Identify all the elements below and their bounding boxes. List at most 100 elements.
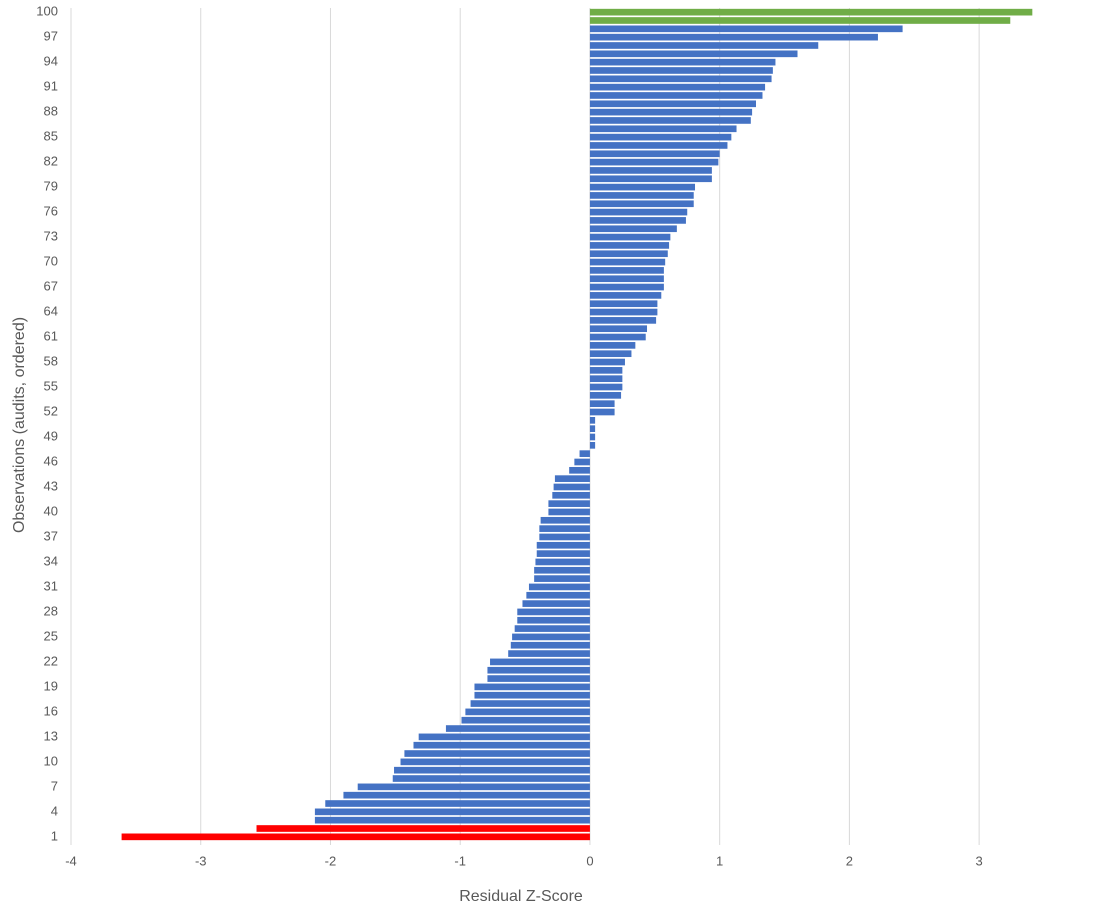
bar xyxy=(589,50,798,58)
bar xyxy=(474,683,590,691)
bar xyxy=(534,575,590,582)
bar xyxy=(589,242,670,249)
y-tick-label: 22 xyxy=(44,653,58,668)
bar xyxy=(554,475,590,482)
bar xyxy=(553,483,590,491)
bar xyxy=(517,616,590,624)
bar xyxy=(490,658,590,666)
bar xyxy=(589,200,694,208)
y-tick-label: 67 xyxy=(44,278,58,293)
y-tick-label: 25 xyxy=(44,628,58,643)
y-tick-label: 49 xyxy=(44,428,58,443)
bar xyxy=(314,808,590,816)
y-tick-label: 58 xyxy=(44,353,58,368)
bar xyxy=(589,108,753,116)
bar xyxy=(470,700,590,707)
bar xyxy=(589,367,623,374)
bar xyxy=(487,666,590,674)
bar xyxy=(589,350,632,358)
bar xyxy=(589,125,737,133)
bar xyxy=(589,383,623,391)
y-tick-label: 28 xyxy=(44,603,58,618)
bar xyxy=(589,42,819,49)
bar xyxy=(589,392,622,399)
x-tick-label: 3 xyxy=(976,853,983,868)
x-tick-label: 1 xyxy=(716,853,723,868)
y-tick-label: 52 xyxy=(44,403,58,418)
bar xyxy=(589,167,712,174)
bar xyxy=(589,142,728,149)
bar xyxy=(461,716,590,724)
bar xyxy=(589,258,666,266)
y-tick-label: 13 xyxy=(44,728,58,743)
bar xyxy=(487,675,590,682)
bar xyxy=(589,75,772,83)
bar xyxy=(528,583,590,591)
bar xyxy=(256,825,590,832)
bar xyxy=(539,525,590,532)
bar xyxy=(539,533,590,541)
y-tick-label: 10 xyxy=(44,753,58,768)
y-tick-label: 61 xyxy=(44,328,58,343)
bar xyxy=(589,92,763,99)
bar xyxy=(589,225,677,233)
bar xyxy=(589,217,686,224)
bar xyxy=(413,741,590,749)
bar xyxy=(534,566,590,574)
y-tick-label: 7 xyxy=(51,778,58,793)
bar xyxy=(418,733,590,741)
bar xyxy=(343,791,590,799)
y-tick-label: 76 xyxy=(44,204,58,219)
bar xyxy=(548,508,590,516)
bar xyxy=(589,192,694,199)
y-tick-label: 91 xyxy=(44,79,58,94)
y-tick-label: 64 xyxy=(44,303,58,318)
y-tick-label: 46 xyxy=(44,453,58,468)
bar xyxy=(589,283,664,291)
bar xyxy=(589,292,662,299)
bar xyxy=(121,833,590,841)
x-tick-label: 2 xyxy=(846,853,853,868)
bar xyxy=(589,408,615,416)
bar xyxy=(589,358,625,366)
bar xyxy=(536,550,590,557)
bar xyxy=(589,183,696,191)
bar xyxy=(589,267,664,274)
bar xyxy=(589,208,688,216)
bar xyxy=(589,117,751,124)
bar xyxy=(589,300,658,308)
y-tick-label: 82 xyxy=(44,154,58,169)
x-tick-label: -2 xyxy=(325,853,337,868)
y-tick-label: 79 xyxy=(44,179,58,194)
y-tick-label: 100 xyxy=(36,4,58,19)
x-axis-title: Residual Z-Score xyxy=(459,888,583,905)
bar xyxy=(526,591,590,599)
bar xyxy=(589,333,646,341)
bar xyxy=(589,175,712,183)
bar xyxy=(589,417,596,424)
bar xyxy=(589,325,648,333)
y-tick-label: 55 xyxy=(44,378,58,393)
bar xyxy=(589,33,878,41)
bar xyxy=(357,783,590,791)
bar xyxy=(400,758,590,766)
bar xyxy=(589,8,1033,16)
bar xyxy=(465,708,590,716)
y-tick-label: 31 xyxy=(44,578,58,593)
y-tick-label: 85 xyxy=(44,129,58,144)
y-tick-label: 94 xyxy=(44,54,58,69)
bar xyxy=(510,641,590,649)
x-tick-label: 0 xyxy=(586,853,593,868)
bar xyxy=(552,491,590,499)
bar xyxy=(589,441,596,449)
y-tick-label: 43 xyxy=(44,478,58,493)
y-tick-label: 88 xyxy=(44,104,58,119)
bar xyxy=(589,400,615,408)
y-tick-label: 4 xyxy=(51,803,58,818)
bar xyxy=(589,150,720,158)
bar xyxy=(589,67,773,74)
y-tick-label: 70 xyxy=(44,254,58,269)
bar xyxy=(445,725,590,732)
bar xyxy=(589,250,668,258)
